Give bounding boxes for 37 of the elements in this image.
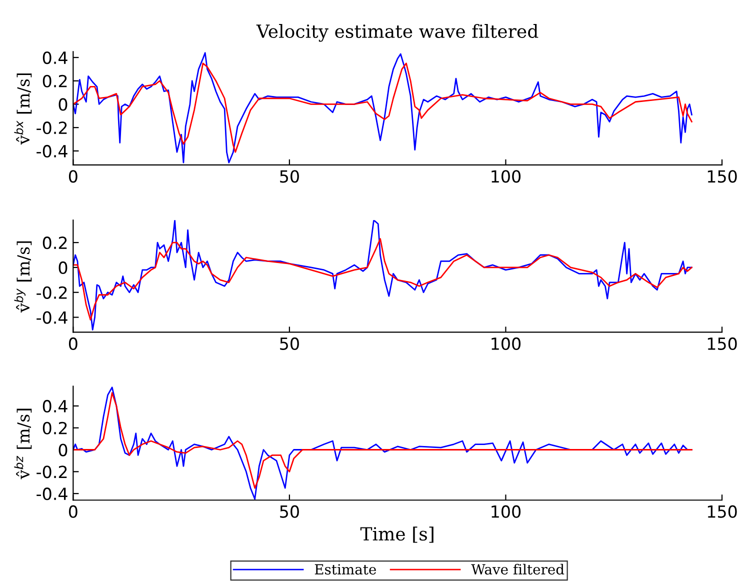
y-tick-label: 0.2 xyxy=(42,74,67,88)
y-tick-label: -0.2 xyxy=(36,286,67,299)
x-axis-title: Time [s] xyxy=(360,526,434,543)
y-tick-label: -0.4 xyxy=(36,311,68,324)
chart-title: Velocity estimate wave filtered xyxy=(256,24,538,42)
legend-label: Wave filtered xyxy=(471,564,564,575)
x-tick-label: 100 xyxy=(492,170,521,183)
x-tick-label: 0 xyxy=(68,505,78,518)
y-tick-label: 0 xyxy=(58,261,68,274)
x-tick-label: 100 xyxy=(492,505,521,518)
y-axis-title: v̂$^{bx}$ [m/s] xyxy=(14,73,32,145)
legend-label: Estimate xyxy=(314,564,376,575)
x-tick-label: 100 xyxy=(492,337,521,350)
line-series xyxy=(73,62,692,153)
line-series xyxy=(73,238,692,320)
x-tick-label: 150 xyxy=(708,505,737,518)
x-tick-label: 50 xyxy=(280,337,299,350)
x-tick-label: 150 xyxy=(708,337,737,350)
x-tick-label: 0 xyxy=(68,337,78,350)
y-tick-label: 0.4 xyxy=(42,400,68,413)
x-tick-label: 50 xyxy=(280,170,299,183)
x-tick-label: 0 xyxy=(68,170,78,183)
y-axis-title: v̂$^{by}$ [m/s] xyxy=(14,241,32,313)
line-series xyxy=(73,220,692,330)
y-tick-label: -0.4 xyxy=(36,144,68,158)
y-tick-label: -0.4 xyxy=(36,488,68,500)
x-tick-label: 50 xyxy=(280,505,299,518)
y-tick-label: 0 xyxy=(58,98,68,111)
x-tick-label: 150 xyxy=(708,170,737,183)
y-tick-label: 0.2 xyxy=(42,422,67,434)
y-tick-label: 0.4 xyxy=(42,51,68,64)
y-tick-label: 0.2 xyxy=(42,236,67,250)
y-tick-label: -0.2 xyxy=(36,122,67,134)
y-tick-label: 0 xyxy=(58,444,68,456)
y-axis-title: v̂$^{bz}$ [m/s] xyxy=(14,408,32,480)
y-tick-label: -0.2 xyxy=(36,466,67,478)
line-series xyxy=(73,52,692,164)
